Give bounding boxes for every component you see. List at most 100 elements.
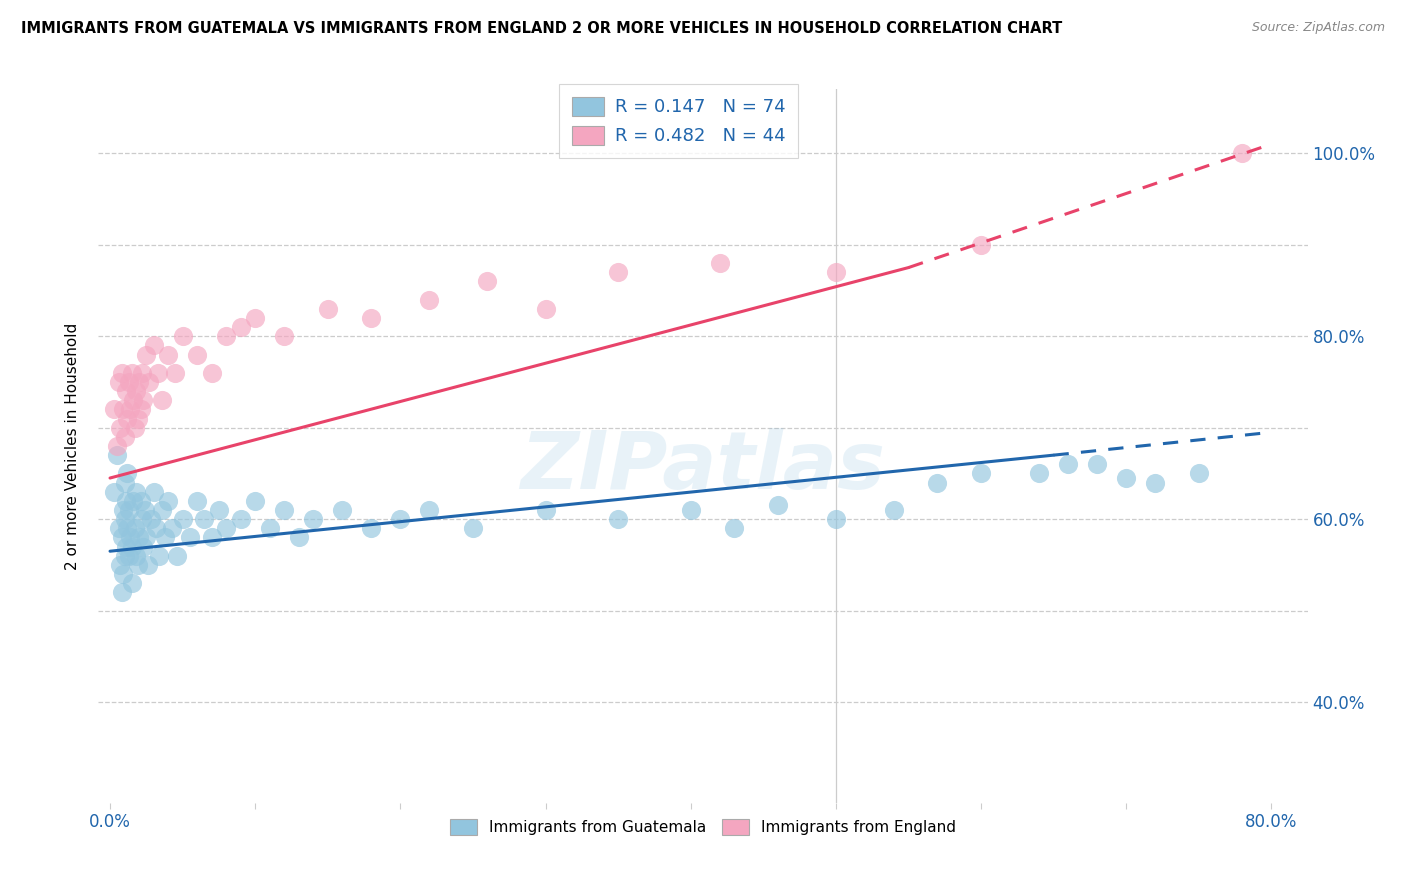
Point xyxy=(105,439,128,453)
Point xyxy=(118,549,141,563)
Point xyxy=(117,521,139,535)
Point xyxy=(128,531,150,545)
Point xyxy=(1232,146,1254,161)
Point xyxy=(118,503,141,517)
Point xyxy=(114,475,136,490)
Point xyxy=(418,503,440,517)
Point xyxy=(165,366,187,380)
Point xyxy=(157,347,180,361)
Point xyxy=(215,329,238,343)
Point xyxy=(148,549,170,563)
Point xyxy=(131,366,153,380)
Point xyxy=(125,549,148,563)
Point xyxy=(139,512,162,526)
Point xyxy=(766,499,789,513)
Point xyxy=(121,366,143,380)
Point xyxy=(208,503,231,517)
Point xyxy=(607,512,630,526)
Point xyxy=(125,384,148,398)
Point xyxy=(166,549,188,563)
Text: IMMIGRANTS FROM GUATEMALA VS IMMIGRANTS FROM ENGLAND 2 OR MORE VEHICLES IN HOUSE: IMMIGRANTS FROM GUATEMALA VS IMMIGRANTS … xyxy=(21,21,1063,36)
Point xyxy=(1144,475,1167,490)
Point xyxy=(145,521,167,535)
Point xyxy=(117,411,139,425)
Point xyxy=(115,494,138,508)
Point xyxy=(287,531,309,545)
Point xyxy=(193,512,215,526)
Point xyxy=(316,301,339,316)
Point xyxy=(927,475,949,490)
Point xyxy=(723,521,745,535)
Point xyxy=(150,503,173,517)
Point xyxy=(142,338,165,352)
Point xyxy=(108,420,131,434)
Point xyxy=(120,531,142,545)
Point xyxy=(883,503,905,517)
Point xyxy=(389,512,412,526)
Y-axis label: 2 or more Vehicles in Household: 2 or more Vehicles in Household xyxy=(65,322,80,570)
Point xyxy=(103,484,125,499)
Point xyxy=(259,521,281,535)
Point xyxy=(121,540,143,554)
Point xyxy=(1188,467,1211,481)
Point xyxy=(273,503,295,517)
Point xyxy=(112,402,135,417)
Point xyxy=(679,503,702,517)
Point xyxy=(111,585,134,599)
Point xyxy=(201,366,224,380)
Point xyxy=(118,375,141,389)
Point xyxy=(112,567,135,582)
Point xyxy=(970,237,993,252)
Point xyxy=(129,494,152,508)
Point xyxy=(477,274,499,288)
Point xyxy=(112,503,135,517)
Point xyxy=(330,503,353,517)
Point xyxy=(824,265,846,279)
Point xyxy=(103,402,125,417)
Point xyxy=(134,503,156,517)
Point xyxy=(1028,467,1050,481)
Point xyxy=(135,531,157,545)
Point xyxy=(360,521,382,535)
Point xyxy=(150,393,173,408)
Point xyxy=(115,384,138,398)
Point xyxy=(132,540,155,554)
Point xyxy=(1085,458,1108,472)
Point xyxy=(111,366,134,380)
Point xyxy=(107,375,129,389)
Point xyxy=(114,430,136,444)
Point xyxy=(229,320,252,334)
Point xyxy=(153,531,176,545)
Point xyxy=(115,540,138,554)
Point xyxy=(124,420,146,434)
Point xyxy=(114,512,136,526)
Point xyxy=(136,558,159,572)
Point xyxy=(229,512,252,526)
Point xyxy=(172,512,194,526)
Legend: Immigrants from Guatemala, Immigrants from England: Immigrants from Guatemala, Immigrants fr… xyxy=(443,813,963,841)
Point xyxy=(111,531,134,545)
Point xyxy=(1057,458,1080,472)
Point xyxy=(138,375,160,389)
Point xyxy=(162,521,184,535)
Point xyxy=(132,393,155,408)
Point xyxy=(117,467,139,481)
Text: Source: ZipAtlas.com: Source: ZipAtlas.com xyxy=(1251,21,1385,34)
Point xyxy=(215,521,238,535)
Point xyxy=(114,549,136,563)
Point xyxy=(172,329,194,343)
Point xyxy=(534,301,557,316)
Point xyxy=(186,494,208,508)
Point xyxy=(131,512,153,526)
Point xyxy=(824,512,846,526)
Point xyxy=(135,347,157,361)
Point xyxy=(534,503,557,517)
Point xyxy=(201,531,224,545)
Point xyxy=(302,512,325,526)
Point xyxy=(146,366,169,380)
Point xyxy=(127,411,149,425)
Point xyxy=(245,494,267,508)
Point xyxy=(418,293,440,307)
Point xyxy=(120,402,142,417)
Point xyxy=(709,256,731,270)
